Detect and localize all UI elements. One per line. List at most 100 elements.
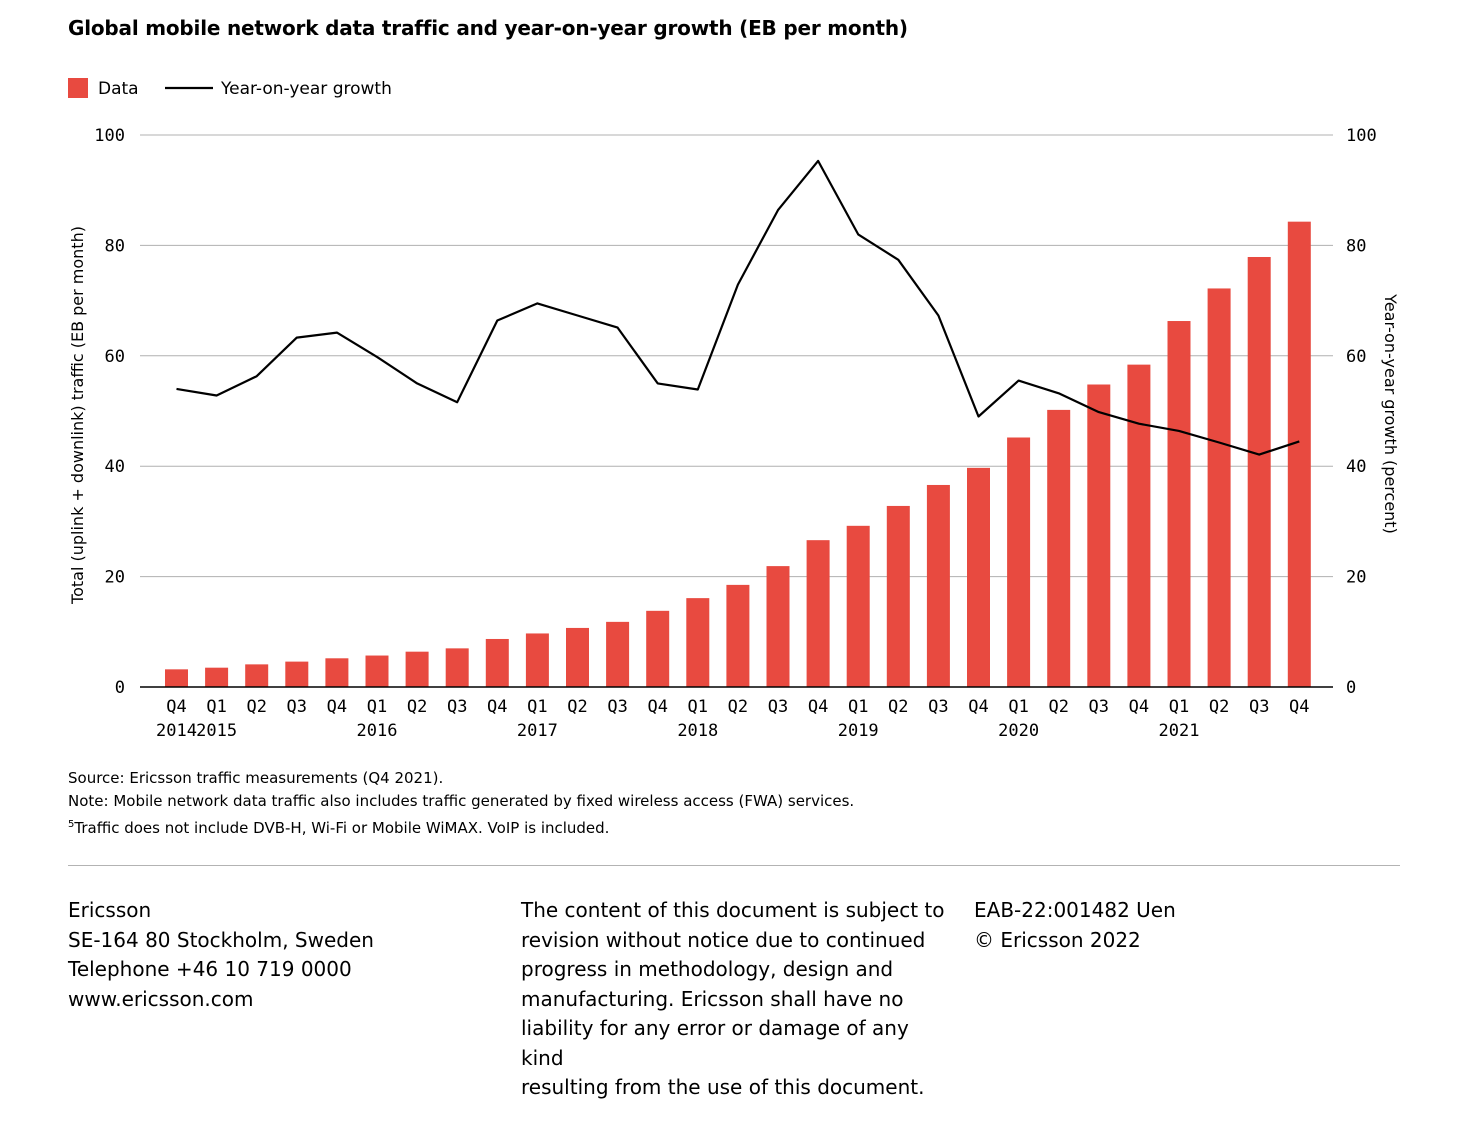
- data-bars: [165, 221, 1311, 687]
- x-tick-label: Q4: [647, 697, 667, 717]
- x-tick-label: Q3: [607, 697, 627, 717]
- x-tick-label: Q3: [928, 697, 948, 717]
- x-tick-label: Q2: [888, 697, 908, 717]
- disclaimer-line: manufacturing. Ericsson shall have no: [521, 986, 904, 1011]
- data-bar: [485, 638, 509, 687]
- growth-line: [176, 159, 1300, 456]
- company-website[interactable]: www.ericsson.com: [68, 986, 254, 1011]
- y-tick-label: 80: [105, 236, 125, 256]
- x-year-label: 2018: [677, 721, 718, 741]
- source-note: Source: Ericsson traffic measurements (Q…: [68, 769, 444, 787]
- data-bar: [405, 651, 429, 687]
- x-tick-label: Q1: [1169, 697, 1189, 717]
- data-bar: [325, 658, 349, 687]
- legend-swatch-data: [68, 78, 88, 98]
- growth-line-layer: [176, 159, 1300, 456]
- x-year-label: 2020: [998, 721, 1039, 741]
- x-tick-label: Q1: [367, 697, 387, 717]
- x-tick-label: Q2: [1209, 697, 1229, 717]
- chart-title: Global mobile network data traffic and y…: [68, 16, 908, 40]
- x-tick-label: Q2: [567, 697, 587, 717]
- x-tick-label: Q4: [968, 697, 988, 717]
- data-bar: [1007, 437, 1031, 687]
- data-bar: [1167, 321, 1191, 687]
- x-tick-label: Q3: [1249, 697, 1269, 717]
- x-year-label: 2019: [838, 721, 879, 741]
- x-tick-label: Q1: [1008, 697, 1028, 717]
- footer-disclaimer: The content of this document is subject …: [521, 896, 951, 1103]
- y-tick-label: 0: [115, 678, 125, 698]
- y2-tick-label: 60: [1346, 347, 1366, 367]
- x-year-label: 2016: [357, 721, 398, 741]
- data-bar: [1247, 256, 1271, 687]
- x-tick-label: Q1: [848, 697, 868, 717]
- x-tick-label: Q4: [808, 697, 828, 717]
- x-tick-label: Q4: [1289, 697, 1309, 717]
- footnote-text: Traffic does not include DVB-H, Wi-Fi or…: [74, 819, 610, 837]
- data-bar: [646, 610, 670, 687]
- fwa-note: Note: Mobile network data traffic also i…: [68, 792, 855, 810]
- data-bar: [967, 467, 990, 687]
- disclaimer-line: The content of this document is subject …: [521, 898, 945, 922]
- chart: Data Year-on-year growth 0 20 40 60 80 100 0 20 4…: [68, 78, 1400, 741]
- x-tick-label: Q4: [327, 697, 347, 717]
- y-tick-label: 60: [105, 347, 125, 367]
- disclaimer-line: liability for any error or damage of any…: [521, 1016, 909, 1070]
- y-tick-label: 40: [105, 457, 125, 477]
- y2-tick-label: 100: [1346, 126, 1377, 146]
- disclaimer-line: resulting from the use of this document.: [521, 1075, 925, 1099]
- y-axis-label: Total (uplink + downlink) traffic (EB pe…: [68, 226, 87, 605]
- x-tick-label: Q3: [287, 697, 307, 717]
- document-id: EAB-22:001482 Uen: [974, 898, 1176, 922]
- data-bar: [926, 484, 950, 687]
- disclaimer-line: progress in methodology, design and: [521, 957, 894, 981]
- y2-tick-label: 40: [1346, 457, 1366, 477]
- data-bar: [766, 566, 790, 687]
- x-tick-label: Q1: [206, 697, 226, 717]
- x-tick-label: Q1: [527, 697, 547, 717]
- x-year-label: 2014: [156, 721, 197, 741]
- x-tick-label: Q3: [447, 697, 467, 717]
- x-tick-label: Q4: [1129, 697, 1149, 717]
- x-year-label: 2015: [196, 721, 237, 741]
- legend-label-growth: Year-on-year growth: [220, 79, 392, 99]
- axes: 0 20 40 60 80 100 0 20 40 60 80 100 Q4 Q1 Q2 Q3 Q4 Q1 Q2 Q3…: [68, 126, 1400, 741]
- x-tick-label: Q4: [487, 697, 507, 717]
- y-tick-label: 100: [94, 126, 125, 146]
- copyright: © Ericsson 2022: [974, 927, 1141, 952]
- data-bar: [165, 669, 188, 687]
- legend-label-data: Data: [98, 79, 139, 99]
- x-year-label: 2021: [1159, 721, 1200, 741]
- footnote: 5Traffic does not include DVB-H, Wi-Fi o…: [68, 813, 854, 840]
- footer-document-info: EAB-22:001482 Uen © Ericsson 2022: [974, 896, 1176, 955]
- company-telephone: Telephone +46 10 719 0000: [68, 957, 352, 981]
- y-tick-label: 20: [105, 568, 125, 588]
- company-address: SE-164 80 Stockholm, Sweden: [68, 927, 374, 952]
- data-bar: [606, 621, 630, 687]
- disclaimer-line: revision without notice due to continued: [521, 927, 926, 952]
- data-bar: [886, 505, 910, 687]
- data-bar: [726, 584, 750, 687]
- y2-tick-label: 0: [1346, 678, 1356, 698]
- data-bar: [285, 661, 309, 687]
- data-bar: [846, 525, 870, 687]
- data-bar: [245, 664, 269, 687]
- data-bar: [445, 648, 469, 687]
- x-tick-label: Q2: [246, 697, 266, 717]
- footer-contact: Ericsson SE-164 80 Stockholm, Sweden Tel…: [68, 896, 374, 1014]
- y2-tick-label: 20: [1346, 568, 1366, 588]
- data-bar: [1207, 288, 1231, 687]
- data-bar: [566, 627, 589, 687]
- data-bar: [365, 655, 389, 687]
- x-tick-label: Q2: [407, 697, 427, 717]
- x-year-label: 2017: [517, 721, 558, 741]
- y2-axis-label: Year-on-year growth (percent): [1381, 293, 1400, 534]
- y2-tick-label: 80: [1346, 236, 1366, 256]
- x-tick-label: Q3: [1089, 697, 1109, 717]
- data-bar: [1087, 384, 1111, 687]
- data-bar: [806, 540, 830, 687]
- chart-notes: Source: Ericsson traffic measurements (Q…: [68, 767, 854, 840]
- data-bar: [205, 667, 229, 687]
- data-bar: [1287, 221, 1311, 687]
- data-bar: [686, 598, 710, 687]
